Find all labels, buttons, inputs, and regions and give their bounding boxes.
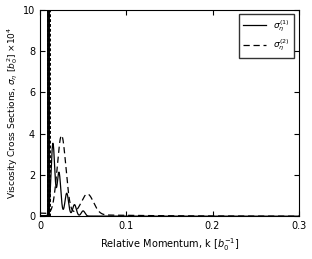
$\sigma_\eta^{(1)}$ [107,215,111,218]
$\sigma_\eta^{(2)}$ [60,134,63,137]
Legend: $\sigma_\eta^{(1)}$, $\sigma_\eta^{(2)}$: $\sigma_\eta^{(1)}$, $\sigma_\eta^{(2)}$ [239,14,294,58]
$\sigma_\eta^{(1)}$ [297,215,301,218]
Line: $\sigma_\eta^{(1)}$: $\sigma_\eta^{(1)}$ [40,143,299,216]
$\sigma_\eta^{(2)}$ [105,213,108,217]
$\sigma_\eta^{(1)}$ [91,214,95,218]
$\sigma_\eta^{(1)}$ [52,146,56,149]
$\sigma_\eta^{(2)}$ [297,215,301,218]
$\sigma_\eta^{(2)}$ [107,213,111,217]
$\sigma_\eta^{(1)}$ [41,214,45,217]
$\sigma_\eta^{(1)}$ [38,214,42,217]
Line: $\sigma_\eta^{(2)}$: $\sigma_\eta^{(2)}$ [40,135,299,216]
$\sigma_\eta^{(2)}$ [57,151,61,154]
$\sigma_\eta^{(2)}$ [51,199,55,202]
$\sigma_\eta^{(2)}$ [41,212,45,215]
X-axis label: Relative Momentum, k $[b_0^{-1}]$: Relative Momentum, k $[b_0^{-1}]$ [100,237,239,254]
$\sigma_\eta^{(1)}$ [51,142,55,145]
$\sigma_\eta^{(2)}$ [38,212,42,215]
$\sigma_\eta^{(1)}$ [57,171,61,174]
$\sigma_\eta^{(2)}$ [91,200,95,203]
$\sigma_\eta^{(1)}$ [105,215,108,218]
Y-axis label: Viscosity Cross Sections, $\sigma_\eta$ $[b_0^2]$ $\times 10^4$: Viscosity Cross Sections, $\sigma_\eta$ … [6,27,20,199]
